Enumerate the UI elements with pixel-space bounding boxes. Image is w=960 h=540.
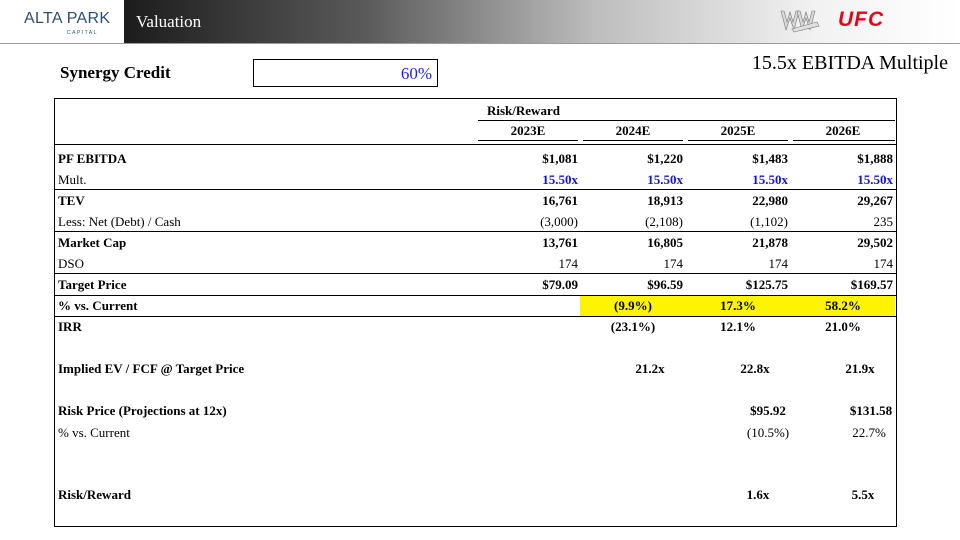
cell: $1,081 [542, 151, 578, 166]
col-underline [688, 140, 788, 141]
row-label-mult: Mult. [58, 172, 87, 187]
col-underline [793, 140, 895, 141]
cell: $169.57 [850, 277, 893, 292]
cell: 12.1% [720, 319, 756, 334]
cell: 22.7% [852, 425, 886, 440]
row-label-risk-pct: % vs. Current [58, 425, 130, 440]
col-header-2025: 2025E [720, 123, 756, 138]
col-header-2026: 2026E [825, 123, 861, 138]
company-logo: ALTA PARK CAPITAL [0, 0, 124, 43]
synergy-credit-input[interactable]: 60% [253, 59, 438, 87]
row-divider [55, 144, 896, 145]
row-label-pct-vs-current: % vs. Current [58, 298, 138, 313]
cell: 16,805 [647, 235, 683, 250]
row-label-pf-ebitda: PF EBITDA [58, 151, 127, 166]
cell: 174 [663, 256, 684, 271]
col-header-2023: 2023E [510, 123, 546, 138]
cell: (9.9%) [614, 298, 652, 313]
wwe-logo-icon [780, 10, 820, 33]
cell: 22,980 [752, 193, 788, 208]
cell-input[interactable]: 15.50x [857, 172, 893, 187]
cell: 21.9x [845, 361, 875, 376]
cell: $79.09 [542, 277, 578, 292]
cell: $95.92 [750, 403, 786, 418]
row-label-net-debt: Less: Net (Debt) / Cash [58, 214, 181, 229]
cell: 21,878 [752, 235, 788, 250]
row-label-irr: IRR [58, 319, 82, 334]
cell: 21.0% [825, 319, 861, 334]
cell-input[interactable]: 15.50x [752, 172, 788, 187]
page-title: Valuation [136, 12, 202, 31]
cell: (1,102) [750, 214, 788, 229]
highlight-pct-vs-current [580, 296, 895, 316]
synergy-credit-label: Synergy Credit [60, 63, 171, 82]
cell: 58.2% [825, 298, 861, 313]
cell: 18,913 [647, 193, 683, 208]
row-divider [55, 273, 896, 274]
col-header-2024: 2024E [615, 123, 651, 138]
cell-input[interactable]: 15.50x [542, 172, 578, 187]
cell: $131.58 [849, 403, 893, 418]
col-underline [478, 140, 578, 141]
cell: 21.2x [635, 361, 665, 376]
header-bar: ALTA PARK CAPITAL Valuation UFC [0, 0, 960, 44]
row-label-implied-ev-fcf: Implied EV / FCF @ Target Price [58, 361, 245, 376]
cell: $1,888 [857, 151, 893, 166]
cell: (23.1%) [610, 319, 656, 334]
cell: 174 [768, 256, 789, 271]
cell: 13,761 [542, 235, 578, 250]
cell: 174 [873, 256, 894, 271]
row-label-target-price: Target Price [58, 277, 127, 292]
header-underline [478, 120, 895, 121]
cell: 174 [558, 256, 579, 271]
row-label-tev: TEV [58, 193, 85, 208]
cell-input[interactable]: 15.50x [647, 172, 683, 187]
row-divider [55, 189, 896, 190]
cell: 1.6x [746, 487, 770, 502]
cell: (10.5%) [746, 425, 790, 440]
row-label-dso: DSO [58, 256, 85, 271]
valuation-table [54, 98, 897, 527]
cell: 235 [873, 214, 894, 229]
logo-wordmark: ALTA PARK [24, 10, 111, 27]
row-label-risk-price: Risk Price (Projections at 12x) [58, 403, 227, 418]
cell: (3,000) [540, 214, 578, 229]
cell: $96.59 [647, 277, 683, 292]
cell: $1,483 [752, 151, 788, 166]
cell: (2,108) [645, 214, 683, 229]
row-label-market-cap: Market Cap [58, 235, 127, 250]
logo-subtitle: CAPITAL [67, 30, 98, 36]
cell: 22.8x [740, 361, 770, 376]
cell: $1,220 [647, 151, 683, 166]
table-title: Risk/Reward [487, 103, 560, 118]
cell: 29,502 [857, 235, 893, 250]
row-divider [55, 316, 896, 317]
cell: 17.3% [720, 298, 756, 313]
valuation-multiple-label: 15.5x EBITDA Multiple [751, 52, 948, 74]
ufc-logo: UFC [838, 8, 885, 31]
col-underline [583, 140, 683, 141]
cell: 16,761 [542, 193, 578, 208]
row-divider [55, 295, 896, 296]
cell: 5.5x [851, 487, 875, 502]
row-label-risk-reward: Risk/Reward [58, 487, 131, 502]
cell: $125.75 [745, 277, 788, 292]
cell: 29,267 [857, 193, 893, 208]
row-divider [55, 231, 896, 232]
